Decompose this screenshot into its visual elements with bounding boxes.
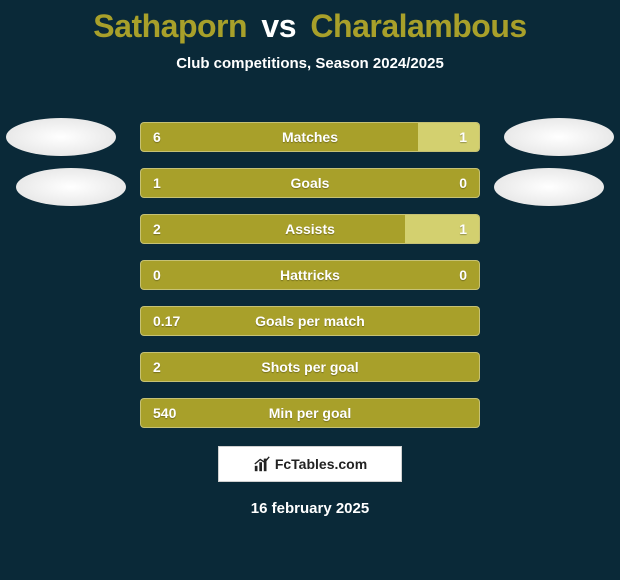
stat-label: Hattricks	[141, 261, 479, 289]
avatar-placeholder-right-2	[494, 168, 604, 206]
stat-bar: 6 Matches 1	[140, 122, 480, 152]
stat-label: Goals per match	[141, 307, 479, 335]
stat-value-right: 0	[459, 169, 467, 197]
stat-label: Shots per goal	[141, 353, 479, 381]
watermark-text: FcTables.com	[275, 456, 367, 472]
stat-label: Goals	[141, 169, 479, 197]
vs-text: vs	[261, 8, 296, 44]
stat-value-right: 0	[459, 261, 467, 289]
stat-label: Assists	[141, 215, 479, 243]
stat-bar: 0.17 Goals per match	[140, 306, 480, 336]
page-title: Sathaporn vs Charalambous	[0, 0, 620, 45]
watermark: FcTables.com	[218, 446, 402, 482]
stat-bar: 540 Min per goal	[140, 398, 480, 428]
chart-icon	[253, 455, 271, 473]
stat-label: Min per goal	[141, 399, 479, 427]
stat-bars: 6 Matches 1 1 Goals 0 2 Assists 1 0 Hatt…	[140, 122, 480, 444]
stat-bar: 0 Hattricks 0	[140, 260, 480, 290]
stat-bar: 1 Goals 0	[140, 168, 480, 198]
stat-bar: 2 Assists 1	[140, 214, 480, 244]
chart-container: Sathaporn vs Charalambous Club competiti…	[0, 0, 620, 580]
stat-value-right: 1	[459, 123, 467, 151]
date-text: 16 february 2025	[0, 500, 620, 517]
subtitle: Club competitions, Season 2024/2025	[0, 55, 620, 72]
avatar-placeholder-right-1	[504, 118, 614, 156]
avatar-placeholder-left-2	[16, 168, 126, 206]
stat-value-right: 1	[459, 215, 467, 243]
player2-name: Charalambous	[310, 8, 526, 44]
stat-label: Matches	[141, 123, 479, 151]
player1-name: Sathaporn	[93, 8, 247, 44]
avatar-placeholder-left-1	[6, 118, 116, 156]
stat-bar: 2 Shots per goal	[140, 352, 480, 382]
